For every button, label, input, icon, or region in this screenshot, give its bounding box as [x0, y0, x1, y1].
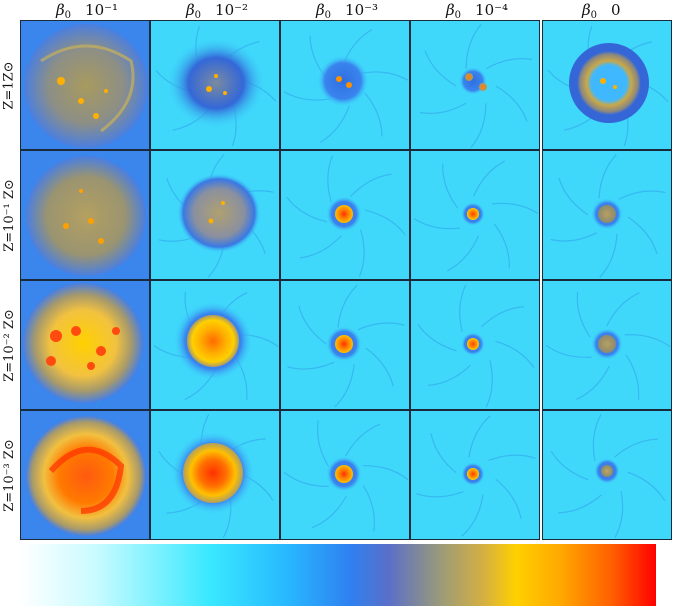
panel-r4-c1 — [20, 410, 150, 540]
panel-r3-c4 — [410, 280, 540, 410]
panel-r2-c4 — [410, 150, 540, 280]
density-map — [411, 21, 539, 149]
density-map — [151, 151, 279, 279]
panel-r4-c4 — [410, 410, 540, 540]
panel-r1-c2 — [150, 20, 280, 150]
panel-r2-c5 — [542, 150, 672, 280]
simulation-panel-grid — [20, 20, 674, 540]
row-label-2: Z=10⁻¹ Z⊙ — [1, 178, 17, 252]
column-label-5: β0 0 — [582, 1, 621, 21]
panel-r3-c5 — [542, 280, 672, 410]
colorbar — [20, 544, 656, 606]
panel-r1-c5 — [542, 20, 672, 150]
density-map — [21, 151, 149, 279]
panel-r4-c5 — [542, 410, 672, 540]
density-map — [411, 411, 539, 539]
density-map — [281, 411, 409, 539]
panel-r3-c1 — [20, 280, 150, 410]
panel-r4-c3 — [280, 410, 410, 540]
density-map — [151, 281, 279, 409]
density-map — [281, 151, 409, 279]
row-label-4: Z=10⁻³ Z⊙ — [1, 438, 17, 512]
density-map — [151, 21, 279, 149]
row-label-1: Z=1Z⊙ — [1, 60, 17, 110]
density-map — [151, 411, 279, 539]
density-map — [21, 21, 149, 149]
density-map — [281, 281, 409, 409]
density-map — [543, 281, 671, 409]
panel-r3-c3 — [280, 280, 410, 410]
panel-r2-c1 — [20, 150, 150, 280]
density-map — [21, 411, 149, 539]
panel-r1-c4 — [410, 20, 540, 150]
column-label-3: β0 10⁻³ — [316, 1, 379, 21]
column-label-2: β0 10⁻² — [186, 1, 249, 21]
panel-r3-c2 — [150, 280, 280, 410]
density-map — [281, 21, 409, 149]
density-map — [543, 151, 671, 279]
panel-r2-c3 — [280, 150, 410, 280]
panel-r1-c1 — [20, 20, 150, 150]
density-map — [543, 21, 671, 149]
column-label-4: β0 10⁻⁴ — [446, 1, 509, 21]
column-label-1: β0 10⁻¹ — [56, 1, 119, 21]
density-map — [411, 151, 539, 279]
panel-r2-c2 — [150, 150, 280, 280]
panel-r4-c2 — [150, 410, 280, 540]
row-label-3: Z=10⁻² Z⊙ — [1, 308, 17, 382]
density-map — [411, 281, 539, 409]
density-map — [543, 411, 671, 539]
panel-r1-c3 — [280, 20, 410, 150]
density-map — [21, 281, 149, 409]
